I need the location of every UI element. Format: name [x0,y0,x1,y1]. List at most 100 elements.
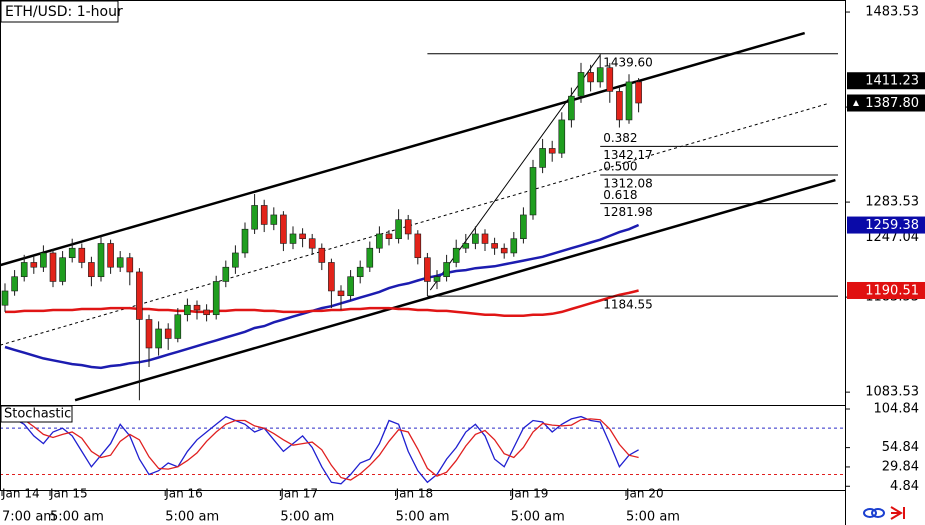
y-tick-label: 1083.53 [865,385,919,400]
price-panel: 1439.60 0.382 1342.170.500 1312.080.618 1281… [0,31,838,402]
arrow-shape [890,506,903,520]
price-tag: 1190.51 [847,281,925,299]
candle-body [88,262,95,278]
candle-body [241,228,249,254]
candle-body [251,205,258,230]
candle-body [203,309,210,316]
fib-ratio: 0.382 [603,131,637,145]
x-tick-label: Jan 16 [164,487,203,501]
arrow-icon[interactable] [890,506,905,520]
stochastic-title: Stochastic [4,407,71,422]
fib-price: 1439.60 [603,55,653,69]
stochastic-title-box: Stochastic [0,405,73,423]
time-label: 5:00 am [626,510,680,525]
candle-body [414,233,422,259]
candle-body [212,281,220,316]
y-tick-label: 4.84 [890,479,919,494]
candle-body [625,81,633,121]
candle-body [174,314,182,339]
price-tag-arrow [853,100,859,107]
candle-body [491,243,498,249]
candle-body [222,266,230,282]
candle-body [184,304,191,316]
fib-price: 1342.17 [603,148,653,162]
indicator-line [4,415,639,481]
candle-body [529,167,537,216]
candle-body [568,95,575,121]
price-tag-label: 1387.80 [865,96,919,111]
candle-body [97,243,105,278]
time-label: 5:00 am [511,510,565,525]
candle-body [366,247,374,268]
candle-body [635,81,642,104]
candle-body [107,243,114,268]
candle-body [308,238,316,249]
price-tag-box [847,72,925,90]
candle-body [462,243,470,249]
x-tick-label: Jan 15 [49,487,88,501]
candle-body [126,257,134,273]
candle-body [356,266,364,278]
y-tick-label: 1483.53 [865,5,919,20]
price-tag: 1259.38 [847,216,925,234]
candle-body [443,262,450,278]
toolbar-icons[interactable] [863,506,905,520]
candle-body [318,247,326,263]
fib-ratio: 0.618 [603,188,637,202]
candle-body [347,276,354,297]
candle-body [299,233,306,240]
link-icon[interactable] [863,508,885,518]
candle-body [510,238,518,254]
title-box: ETH/USD: 1-hour [0,0,123,23]
x-tick-label: Jan 18 [395,487,434,501]
y-tick-label: 54.84 [882,440,919,455]
candle-body [78,247,86,263]
candle-body [520,214,527,240]
y-tick-label: 1283.53 [865,195,919,210]
candle-body [596,67,604,83]
y-tick-label: 104.84 [874,401,920,416]
candle-body [270,214,278,225]
link-ring [871,508,885,518]
candle-body [155,328,162,349]
candle-body [558,119,566,154]
price-tag-label: 1411.23 [865,74,919,89]
candle-body [328,262,335,292]
candle-body [404,219,412,235]
chart-title: ETH/USD: 1-hour [5,4,123,20]
fib-price: 1184.55 [603,298,653,312]
candle-body [606,67,614,92]
candle-body [376,233,383,249]
price-tag-box [847,216,925,234]
time-label: 5:00 am [50,510,104,525]
candle-body [500,247,508,254]
candle-body [193,304,201,311]
candle-body [59,257,66,282]
candle-body [68,247,76,259]
x-tick-label: Jan 20 [625,487,664,501]
candle-body [49,252,57,282]
candle-body [164,328,172,339]
trendline [0,31,806,267]
candle-body [452,247,460,263]
stochastic-title-frame [0,405,73,423]
candle-body [136,271,143,320]
candle-body [280,214,287,244]
time-label: 5:00 am [396,510,450,525]
price-tag: 1387.80 [847,94,925,112]
price-tag: 1411.23 [847,72,925,90]
candle-body [232,252,239,268]
candle-body [616,91,623,121]
y-tick-label: 29.84 [882,459,919,474]
candle-body [1,290,9,306]
candle-body [539,148,546,168]
price-tag-label: 1259.38 [865,218,919,233]
x-tick-label: Jan 19 [510,487,549,501]
candle-body [337,290,345,297]
price-tag-box [847,94,925,112]
candle-body [577,72,585,97]
time-label: 7:00 am [2,510,56,525]
